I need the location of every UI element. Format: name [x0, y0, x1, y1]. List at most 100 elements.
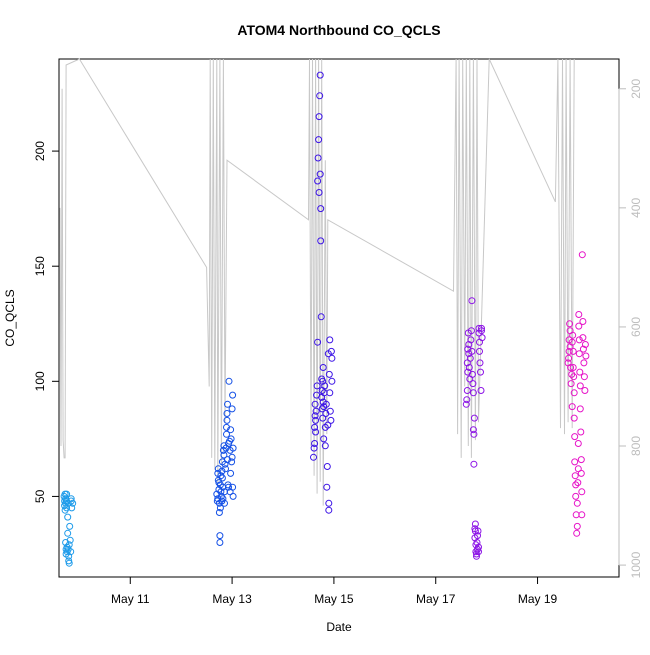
data-point [229, 444, 237, 452]
data-point [467, 336, 475, 344]
data-point [216, 539, 224, 546]
x-tick-label: May 19 [518, 592, 558, 606]
data-point [217, 488, 225, 496]
data-point [324, 421, 332, 429]
data-point [63, 490, 71, 498]
data-point [477, 387, 485, 394]
data-point [465, 364, 473, 371]
x-tick-label: May 17 [416, 592, 456, 606]
data-point [474, 532, 481, 540]
data-point [468, 347, 476, 355]
data-point [576, 405, 584, 413]
data-point [221, 499, 228, 507]
data-point [320, 435, 328, 443]
data-point [569, 331, 577, 339]
data-point [317, 313, 325, 321]
data-point [568, 338, 576, 346]
data-point [570, 373, 578, 381]
data-point [464, 345, 472, 353]
data-point [476, 359, 484, 367]
x-tick-label: May 13 [212, 592, 252, 606]
data-point [316, 92, 324, 100]
data-point [311, 400, 319, 408]
data-point [571, 458, 579, 466]
right-y-tick-label: 1000 [629, 551, 643, 578]
y-tick-label: 50 [33, 489, 47, 503]
data-point [575, 336, 583, 344]
data-point [581, 387, 589, 394]
data-point [227, 426, 235, 434]
right-y-tick-label: 400 [629, 198, 643, 218]
data-point [314, 177, 322, 185]
data-point [222, 465, 229, 473]
data-point [573, 529, 581, 537]
data-point [323, 483, 331, 491]
data-point [579, 318, 587, 325]
data-point [229, 483, 237, 491]
data-point [321, 382, 329, 390]
data-point [314, 338, 322, 346]
data-point [569, 364, 577, 371]
data-point [220, 451, 228, 459]
data-point [570, 414, 578, 422]
data-point [66, 536, 74, 544]
data-point [577, 428, 585, 436]
data-point [575, 322, 583, 330]
data-point [319, 377, 327, 385]
data-point [214, 465, 222, 473]
data-point [579, 334, 587, 342]
data-point [471, 520, 479, 528]
data-point [476, 347, 483, 355]
data-point [65, 559, 73, 567]
data-point [463, 396, 471, 404]
data-point [215, 509, 223, 516]
data-point [325, 506, 333, 514]
series-4 [462, 297, 486, 560]
data-point [326, 389, 334, 397]
data-point [571, 472, 579, 480]
data-point [580, 359, 588, 367]
x-axis-label: Date [326, 620, 352, 634]
data-point [574, 440, 582, 447]
data-point [473, 539, 481, 546]
data-point [468, 370, 476, 378]
data-point [315, 136, 323, 144]
data-point [577, 456, 585, 464]
chart-title: ATOM4 Northbound CO_QCLS [237, 22, 440, 38]
data-point [223, 430, 230, 438]
data-point [229, 492, 237, 500]
series-2 [213, 377, 237, 546]
data-point [225, 377, 233, 385]
data-point [310, 453, 317, 461]
data-point [321, 442, 329, 450]
data-point [568, 403, 576, 411]
data-point [322, 400, 330, 408]
data-point [574, 479, 582, 487]
data-point [314, 154, 322, 162]
data-point [69, 499, 77, 507]
data-point [327, 347, 335, 355]
data-point [572, 481, 580, 489]
data-point [223, 416, 231, 424]
data-point [578, 511, 586, 519]
data-point [223, 423, 230, 431]
data-point [478, 334, 486, 342]
data-point [470, 460, 478, 468]
plot-area-frame [58, 58, 620, 578]
data-point [470, 414, 478, 422]
y-tick-label: 150 [33, 256, 47, 276]
data-point [315, 189, 323, 196]
data-point [313, 382, 321, 390]
x-tick-label: May 11 [111, 592, 150, 606]
data-point [462, 400, 470, 408]
data-point [65, 552, 73, 560]
data-point [575, 350, 583, 358]
data-point [579, 345, 587, 353]
y-tick-label: 200 [33, 141, 47, 161]
data-point [567, 380, 575, 388]
data-point [216, 504, 224, 512]
data-point [218, 474, 226, 482]
data-point [218, 467, 226, 475]
data-point [577, 469, 585, 477]
